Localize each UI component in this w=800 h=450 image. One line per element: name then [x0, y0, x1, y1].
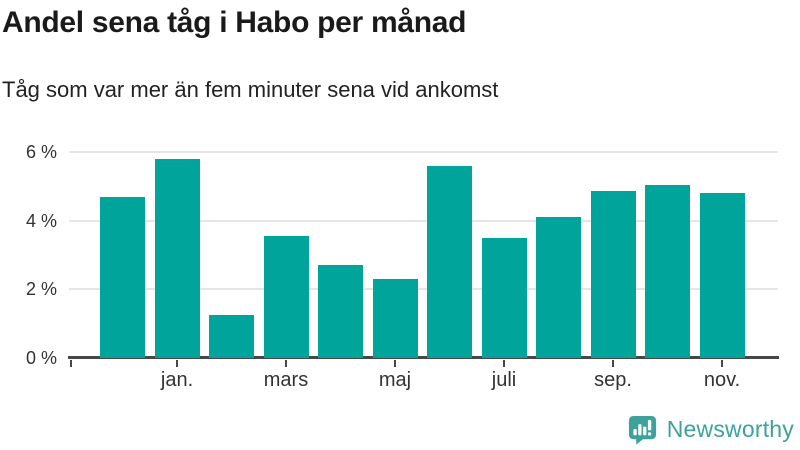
x-tick-label-mars: mars — [263, 369, 309, 391]
bar-2 — [154, 158, 200, 358]
plot-area: jan. mars maj juli sep. nov. — [68, 140, 779, 391]
y-tick-label-0pct: 0 % — [25, 348, 57, 368]
x-tick-label-sep: sep. — [594, 369, 632, 391]
y-tick-label-4pct: 4 % — [25, 210, 57, 231]
bar-5 — [318, 265, 363, 358]
x-tick-label-jan: jan. — [160, 369, 194, 391]
bar-4 — [263, 236, 309, 358]
x-tick-jan — [176, 360, 178, 367]
y-tick-label-2pct: 2 % — [25, 279, 57, 300]
bar-11 — [645, 184, 690, 358]
bar-10 — [590, 191, 636, 358]
bar-3 — [209, 315, 254, 358]
y-tick-label-6pct: 6 % — [25, 141, 57, 162]
gridline-4pct — [69, 219, 778, 222]
newsworthy-logo[interactable]: Newsworthy — [627, 414, 794, 445]
y-axis-labels: 0 % 2 % 4 % 6 % — [0, 140, 57, 368]
x-axis-line — [68, 356, 779, 359]
x-tick-nov — [721, 360, 723, 367]
bar-7 — [427, 165, 472, 358]
x-tick-maj — [394, 360, 396, 367]
x-axis-start-tick — [70, 360, 72, 367]
bar-8 — [481, 237, 527, 358]
bar-chart-speech-bubble-icon — [628, 415, 656, 445]
x-tick-label-nov: nov. — [703, 369, 741, 391]
bar-12 — [699, 193, 745, 358]
newsworthy-brand-text: Newsworthy — [666, 416, 794, 442]
x-tick-mars — [285, 360, 287, 367]
x-tick-sep — [612, 360, 614, 367]
gridline-2pct — [69, 288, 778, 291]
bar-6 — [372, 279, 418, 358]
gridline-6pct — [69, 150, 778, 153]
x-tick-label-juli: juli — [491, 369, 517, 391]
bar-9 — [536, 217, 581, 358]
chart-subtitle: Tåg som var mer än fem minuter sena vid … — [2, 77, 499, 102]
bar-1 — [100, 196, 145, 358]
x-tick-juli — [503, 360, 505, 367]
x-tick-label-maj: maj — [378, 369, 412, 391]
chart-title: Andel sena tåg i Habo per månad — [2, 6, 467, 39]
